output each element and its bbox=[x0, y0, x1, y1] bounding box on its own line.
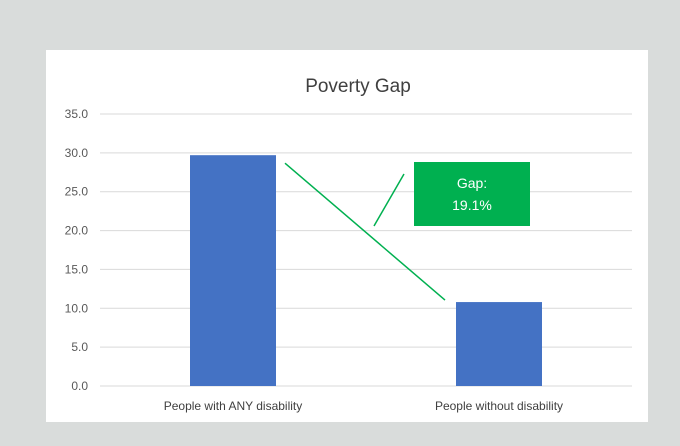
y-tick-label: 15.0 bbox=[65, 262, 89, 276]
y-tick-label: 0.0 bbox=[71, 379, 88, 393]
x-axis-categories: People with ANY disability People without… bbox=[164, 399, 563, 413]
y-tick-label: 25.0 bbox=[65, 185, 89, 199]
callout-box bbox=[414, 162, 530, 226]
bar bbox=[190, 155, 276, 386]
bars bbox=[190, 155, 542, 386]
chart-frame: Poverty Gap 0.0 5.0 10.0 15.0 20.0 25.0 30.0 35… bbox=[10, 10, 670, 436]
callout-pointer-line bbox=[373, 173, 405, 227]
bar bbox=[456, 302, 542, 386]
y-tick-label: 30.0 bbox=[65, 146, 89, 160]
gridlines bbox=[100, 113, 632, 387]
gap-annotation: Gap: 19.1% bbox=[284, 162, 530, 301]
y-tick-label: 5.0 bbox=[71, 340, 88, 354]
category-label: People without disability bbox=[435, 399, 563, 413]
y-tick-label: 20.0 bbox=[65, 224, 89, 238]
category-label: People with ANY disability bbox=[164, 399, 303, 413]
y-tick-label: 35.0 bbox=[65, 107, 89, 121]
y-tick-label: 10.0 bbox=[65, 301, 89, 315]
gap-connector-line bbox=[284, 162, 446, 301]
chart-title: Poverty Gap bbox=[305, 76, 411, 97]
callout-label: Gap: bbox=[457, 175, 487, 191]
y-axis-ticks: 0.0 5.0 10.0 15.0 20.0 25.0 30.0 35.0 bbox=[65, 107, 89, 393]
chart-area: Poverty Gap 0.0 5.0 10.0 15.0 20.0 25.0 30.0 35… bbox=[46, 50, 648, 422]
callout-value: 19.1% bbox=[452, 197, 492, 213]
chart-svg: Poverty Gap 0.0 5.0 10.0 15.0 20.0 25.0 30.0 35… bbox=[65, 76, 632, 413]
